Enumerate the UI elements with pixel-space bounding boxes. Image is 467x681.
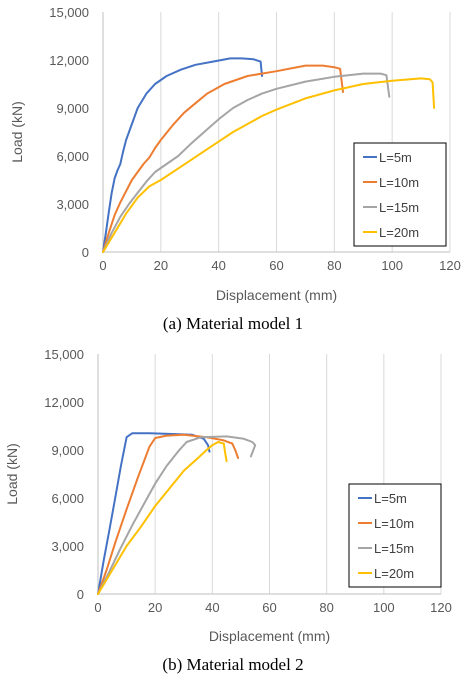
- y-axis-title: Load (kN): [9, 101, 25, 162]
- x-tick-label: 0: [94, 600, 101, 615]
- y-tick-label: 6,000: [51, 491, 84, 506]
- series-line-l20m: [102, 77, 436, 253]
- chart-material-model-2: 0 20 40 60 80 100 120 0 3,000 6,000 9,000 12,000 15,…: [4, 347, 452, 674]
- series-line-l5m: [102, 57, 263, 253]
- legend-label: L=10m: [379, 175, 419, 190]
- x-tick-label: 0: [99, 258, 106, 273]
- x-tick-label: 120: [430, 600, 452, 615]
- y-tick-label: 3,000: [51, 539, 84, 554]
- x-tick-label: 100: [381, 258, 403, 273]
- legend-box: [348, 483, 442, 588]
- y-tick-label: 0: [77, 587, 84, 602]
- x-tick-label: 80: [319, 600, 333, 615]
- x-tick-label: 20: [148, 600, 162, 615]
- x-tick-label: 40: [205, 600, 219, 615]
- x-axis-title: Displacement (mm): [216, 287, 337, 303]
- series-line-l10m: [102, 64, 344, 253]
- y-tick-label: 12,000: [49, 53, 89, 68]
- x-tick-label: 100: [373, 600, 395, 615]
- y-tick-label: 12,000: [44, 395, 84, 410]
- y-tick-label: 9,000: [56, 101, 89, 116]
- legend-label: L=20m: [379, 225, 419, 240]
- y-tick-label: 0: [82, 245, 89, 260]
- series-line-l15m: [97, 435, 257, 595]
- y-tick-label: 15,000: [44, 347, 84, 362]
- legend-label: L=5m: [379, 150, 412, 165]
- legend-label: L=5m: [374, 491, 407, 506]
- figure-caption: (b) Material model 2: [162, 655, 303, 674]
- chart-material-model-1: 0 20 40 60 80 100 120 0 3,000 6,000 9,000 12,000 15,…: [9, 5, 461, 333]
- series-line-l5m: [97, 432, 211, 595]
- x-axis-title: Displacement (mm): [209, 628, 330, 644]
- series-line-l15m: [102, 72, 391, 253]
- x-tick-label: 80: [327, 258, 341, 273]
- x-tick-label: 20: [154, 258, 168, 273]
- legend-label: L=10m: [374, 516, 414, 531]
- series-line-l10m: [97, 433, 240, 595]
- y-tick-label: 6,000: [56, 149, 89, 164]
- x-tick-label: 60: [269, 258, 283, 273]
- series-line-l20m: [97, 441, 228, 595]
- x-tick-label: 60: [262, 600, 276, 615]
- x-tick-label: 40: [211, 258, 225, 273]
- figure-caption: (a) Material model 1: [163, 314, 303, 333]
- legend-label: L=15m: [379, 200, 419, 215]
- legend-label: L=20m: [374, 566, 414, 581]
- legend-box: [353, 142, 447, 247]
- y-tick-label: 9,000: [51, 443, 84, 458]
- y-tick-label: 15,000: [49, 5, 89, 20]
- y-axis-title: Load (kN): [4, 443, 20, 504]
- x-tick-label: 120: [439, 258, 461, 273]
- legend-label: L=15m: [374, 541, 414, 556]
- y-tick-label: 3,000: [56, 197, 89, 212]
